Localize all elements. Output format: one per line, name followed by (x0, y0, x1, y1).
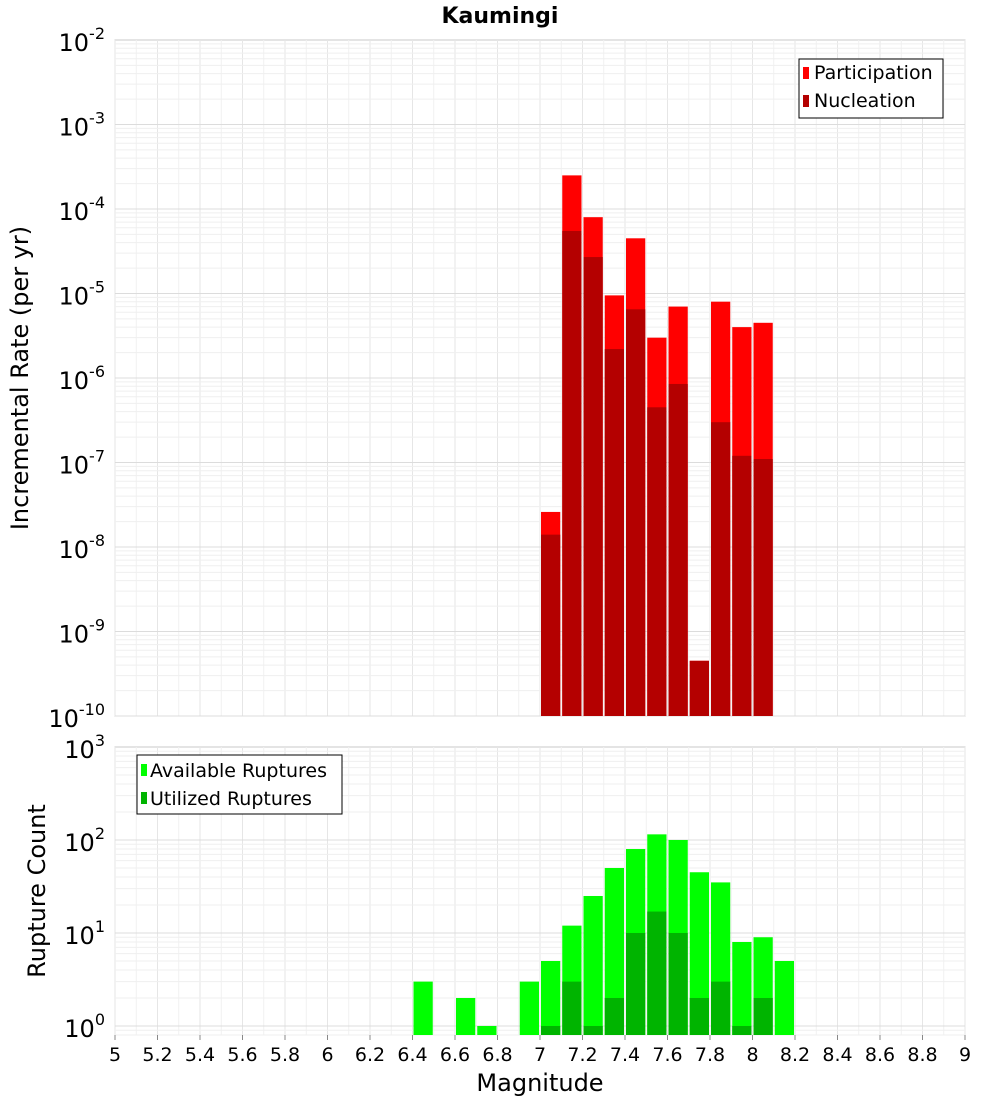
x-tick-label: 7.6 (652, 1044, 682, 1066)
rate-bars (541, 175, 773, 717)
utilized-ruptures-bar (626, 932, 646, 1035)
available-ruptures-bar (604, 867, 624, 1035)
x-tick-label: 6.6 (440, 1044, 470, 1066)
utilized-legend-swatch (141, 792, 147, 804)
nucleation-legend-swatch (803, 95, 809, 107)
available-ruptures-bar (732, 942, 752, 1035)
available-ruptures-bar (689, 872, 709, 1035)
count-bars (413, 834, 794, 1035)
nucleation-bar (562, 230, 582, 717)
rate-gridlines (114, 40, 966, 717)
x-tick-label: 9 (959, 1044, 971, 1066)
x-tick-label: 7.4 (610, 1044, 640, 1066)
count-panel: 100 101 102 103 Rupture Count Available Rup… (23, 731, 971, 1097)
nucleation-bar (583, 257, 603, 716)
participation-legend-swatch (803, 67, 809, 79)
available-ruptures-bar (583, 895, 603, 1035)
rate-y-tick-label: 10-3 (59, 109, 106, 142)
participation-legend-label: Participation (814, 62, 933, 84)
rate-legend: Participation Nucleation (798, 58, 944, 119)
x-tick-label: 6.4 (397, 1044, 427, 1066)
x-tick-label: 5 (109, 1044, 121, 1066)
rate-y-tick-label: 10-4 (59, 193, 106, 226)
x-tick-label: 8.4 (822, 1044, 852, 1066)
count-y-axis-label: Rupture Count (23, 804, 51, 978)
rate-panel: 10-10 10-9 10-8 10-7 10-6 10-5 10-4 10-3 10-2 In… (6, 24, 966, 733)
x-tick-label: 7 (534, 1044, 546, 1066)
nucleation-bar (689, 660, 709, 716)
rate-legend-box (798, 58, 944, 119)
rate-y-tick-label: 10-7 (59, 447, 106, 480)
count-y-tick-label: 100 (64, 1010, 105, 1043)
utilized-ruptures-bar (604, 997, 624, 1035)
rate-y-ticks: 10-10 10-9 10-8 10-7 10-6 10-5 10-4 10-3 10-2 (48, 24, 105, 733)
utilized-ruptures-bar (647, 911, 667, 1035)
utilized-ruptures-bar (689, 997, 709, 1035)
x-tick-label: 5.2 (142, 1044, 172, 1066)
count-y-tick-label: 101 (64, 917, 105, 950)
rate-y-tick-label: 10-9 (59, 616, 106, 649)
utilized-legend-label: Utilized Ruptures (150, 788, 312, 810)
x-tick-label: 6.2 (355, 1044, 385, 1066)
count-legend: Available Ruptures Utilized Ruptures (136, 754, 343, 815)
rate-y-tick-label: 10-6 (59, 362, 106, 395)
available-ruptures-bar (477, 1025, 497, 1035)
count-legend-box (136, 754, 343, 815)
rate-y-axis-label: Incremental Rate (per yr) (6, 226, 34, 530)
available-legend-label: Available Ruptures (150, 760, 327, 782)
utilized-ruptures-bar (753, 997, 773, 1035)
nucleation-bar (668, 383, 688, 716)
x-tick-label: 8 (746, 1044, 758, 1066)
count-gridlines (114, 747, 966, 1036)
utilized-ruptures-bar (562, 981, 582, 1035)
nucleation-bar (626, 309, 646, 716)
available-ruptures-bar (541, 960, 561, 1035)
x-tick-label: 7.2 (567, 1044, 597, 1066)
nucleation-bar (604, 349, 624, 716)
nucleation-bar (711, 422, 731, 716)
count-y-ticks: 100 101 102 103 (64, 731, 105, 1043)
utilized-ruptures-bar (583, 1025, 603, 1035)
available-ruptures-bar (413, 981, 433, 1035)
nucleation-bar (753, 459, 773, 716)
magnitude-x-ticks: 5 5.2 5.4 5.6 5.8 6 6.2 6.4 6.6 6.8 7 7.2 7.4 7.6 7.8 8… (109, 1035, 971, 1066)
rate-y-tick-label: 10-5 (59, 278, 106, 311)
count-y-tick-label: 102 (64, 824, 105, 857)
rate-y-tick-label: 10-10 (48, 700, 105, 733)
nucleation-bar (541, 534, 561, 716)
rate-y-tick-label: 10-8 (59, 531, 106, 564)
x-tick-label: 7.8 (695, 1044, 725, 1066)
x-axis-label: Magnitude (476, 1069, 603, 1097)
nucleation-legend-label: Nucleation (814, 90, 916, 112)
x-tick-label: 8.6 (865, 1044, 895, 1066)
utilized-ruptures-bar (541, 1025, 561, 1035)
utilized-ruptures-bar (711, 981, 731, 1035)
x-tick-label: 6.8 (482, 1044, 512, 1066)
x-tick-label: 6 (321, 1044, 333, 1066)
x-tick-label: 5.6 (227, 1044, 257, 1066)
x-tick-label: 8.2 (780, 1044, 810, 1066)
utilized-ruptures-bar (668, 932, 688, 1035)
nucleation-bar (647, 407, 667, 716)
rate-y-tick-label: 10-2 (59, 24, 106, 57)
x-tick-label: 5.4 (185, 1044, 215, 1066)
available-ruptures-bar (456, 997, 476, 1035)
x-tick-label: 8.8 (907, 1044, 937, 1066)
count-y-tick-label: 103 (64, 731, 105, 764)
utilized-ruptures-bar (732, 1025, 752, 1035)
available-ruptures-bar (774, 960, 794, 1035)
chart-title: Kaumingi (442, 4, 559, 29)
x-tick-label: 5.8 (270, 1044, 300, 1066)
available-legend-swatch (141, 764, 147, 776)
available-ruptures-bar (519, 981, 539, 1035)
nucleation-bar (732, 455, 752, 716)
